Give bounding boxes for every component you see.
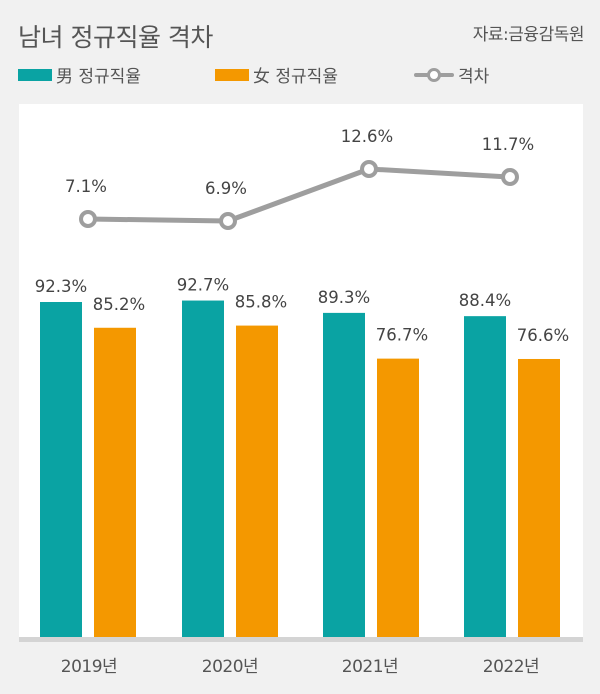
gap-marker	[219, 212, 237, 230]
x-axis-label: 2019년	[60, 657, 118, 677]
legend-item-male: 男 정규직율	[18, 62, 141, 87]
x-axis-baseline	[19, 637, 583, 642]
label-male: 92.3%	[35, 277, 87, 296]
label-female: 85.2%	[93, 295, 145, 314]
legend-swatch-female	[215, 68, 249, 81]
label-male: 92.7%	[177, 276, 229, 295]
bars	[40, 300, 560, 637]
x-axis-label: 2022년	[482, 657, 540, 677]
bar-male	[182, 300, 224, 637]
label-gap: 6.9%	[205, 179, 247, 198]
label-gap: 7.1%	[65, 177, 107, 196]
label-gap: 12.6%	[341, 127, 393, 146]
legend-item-gap: 격차	[414, 62, 489, 87]
gap-marker	[79, 210, 97, 228]
label-female: 76.6%	[517, 326, 569, 345]
bar-male	[323, 312, 365, 637]
label-male: 88.4%	[459, 291, 511, 310]
gap-line	[79, 160, 519, 230]
bar-female	[94, 327, 136, 637]
bar-female	[236, 325, 278, 637]
chart-title: 남녀 정규직율 격차	[18, 23, 213, 52]
x-axis-label: 2020년	[201, 657, 259, 677]
bar-male	[464, 316, 506, 637]
label-female: 85.8%	[235, 293, 287, 312]
bar-female	[377, 358, 419, 637]
label-female: 76.7%	[376, 326, 428, 345]
gap-marker	[360, 160, 378, 178]
source-note: 자료:금융감독원	[472, 25, 585, 45]
legend-label-female: 女 정규직율	[253, 67, 338, 87]
bar-female	[518, 358, 560, 637]
bar-male	[40, 302, 82, 637]
label-gap: 11.7%	[482, 135, 534, 154]
data-labels: 92.3% 85.2% 92.7% 85.8% 89.3% 76.7% 88.4% 76.6%…	[35, 127, 569, 345]
x-axis-label: 2021년	[341, 657, 399, 677]
legend-swatch-male	[18, 68, 52, 81]
gap-polyline	[87, 166, 511, 224]
legend-label-male: 男 정규직율	[56, 67, 141, 87]
legend-item-female: 女 정규직율	[215, 62, 338, 87]
gap-marker	[501, 168, 519, 186]
legend: 男 정규직율 女 정규직율 격차	[18, 62, 600, 88]
label-male: 89.3%	[318, 288, 370, 307]
legend-label-gap: 격차	[458, 67, 490, 87]
line-marker-icon	[414, 67, 454, 82]
